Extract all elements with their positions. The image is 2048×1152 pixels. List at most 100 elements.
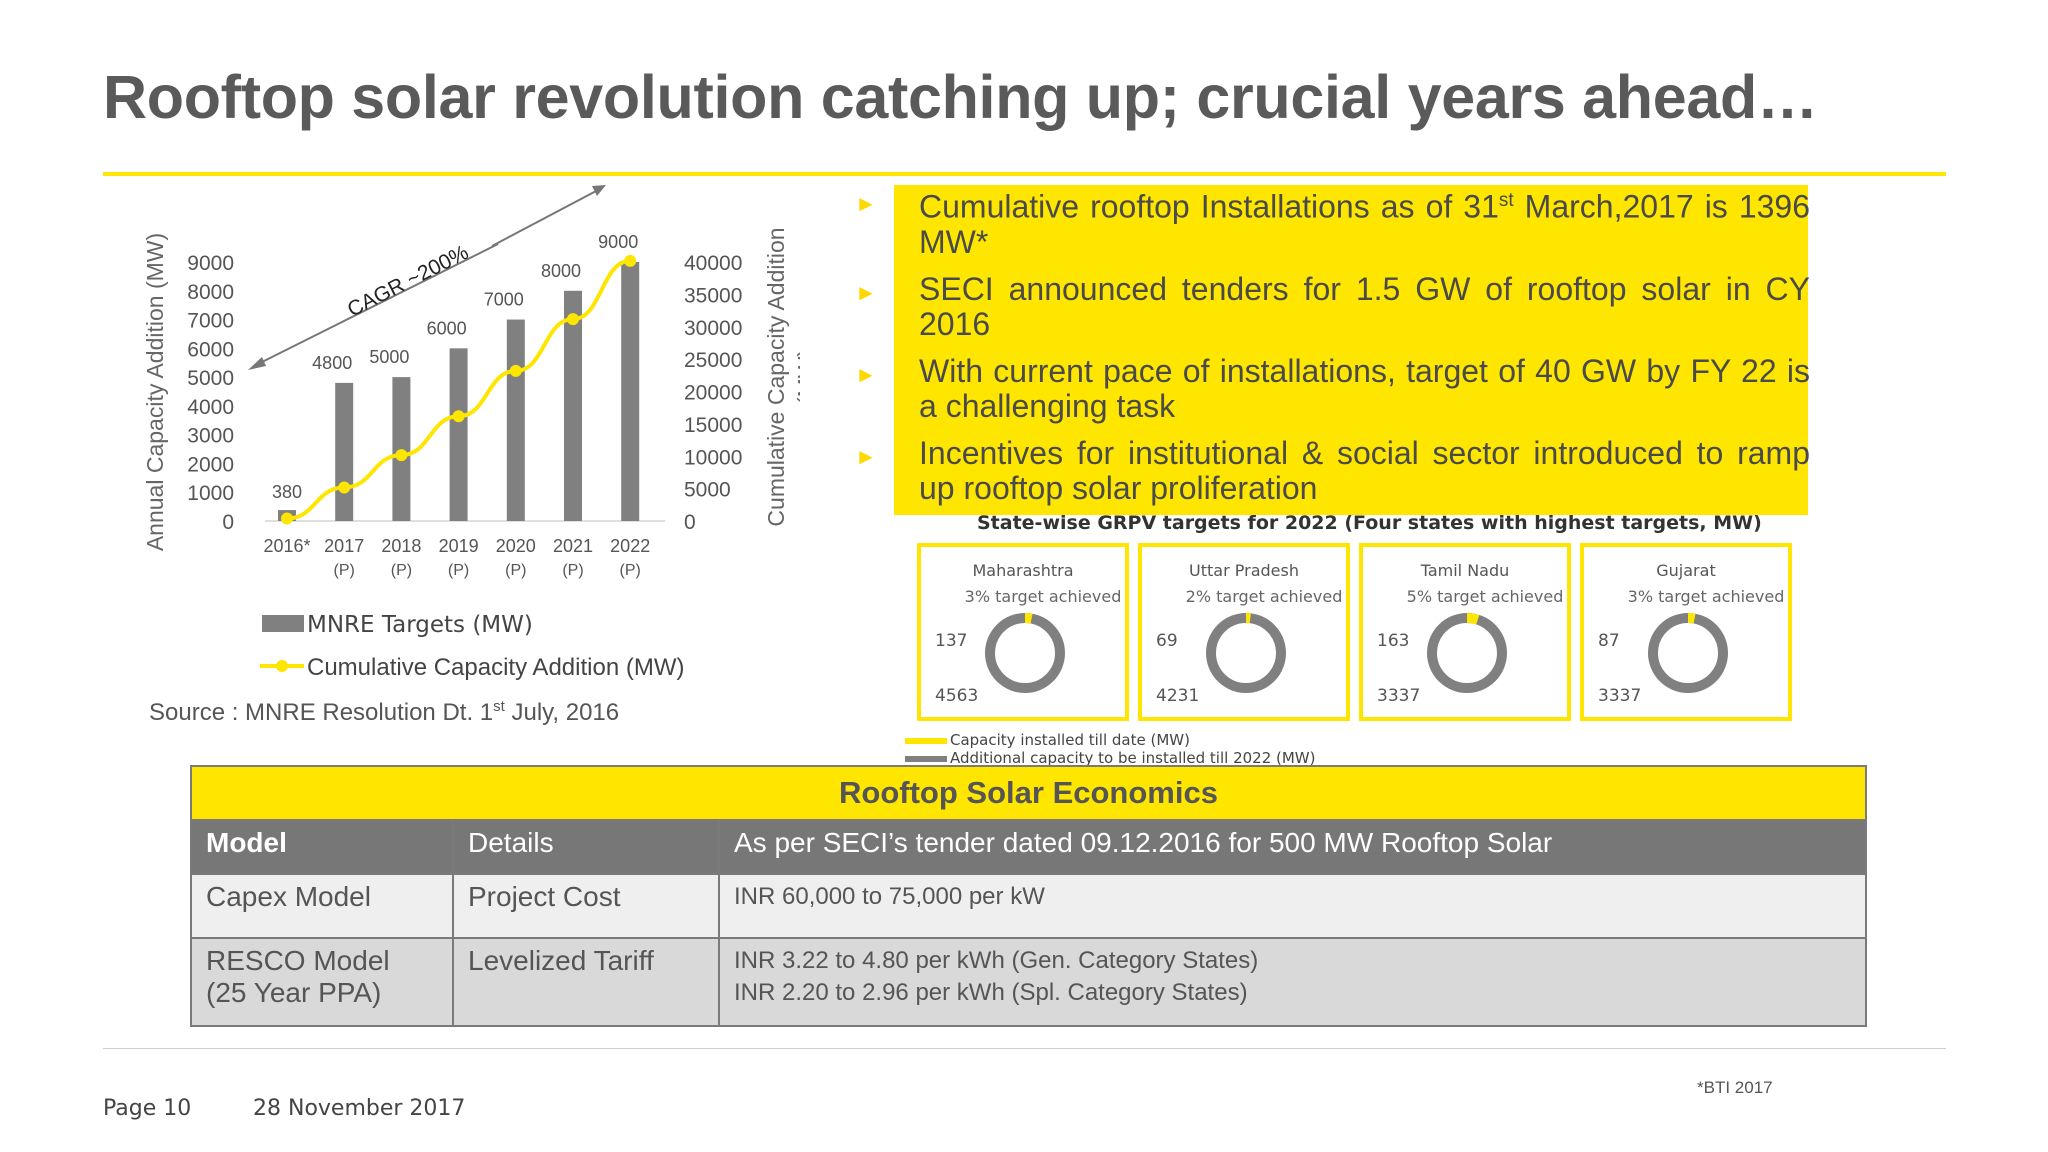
donut-remaining — [1648, 613, 1728, 693]
cagr-annotation: CAGR ~200% — [344, 241, 472, 322]
state-name: Uttar Pradesh — [1189, 561, 1299, 580]
bullet-item: ► With current pace of installations, tar… — [855, 352, 1810, 424]
capacity-chart: 0 1000 2000 3000 4000 5000 6000 7000 8000 9000 0 50… — [142, 185, 800, 681]
x-tick-label: 2019 — [439, 536, 479, 556]
state-legend: Capacity installed till date (MW) Additi… — [905, 731, 1316, 767]
line-point — [338, 481, 351, 494]
y-tick-label: 8000 — [187, 281, 234, 304]
arrow-icon: ► — [855, 279, 877, 305]
state-donut — [985, 613, 1065, 693]
y2-tick-label: 5000 — [684, 479, 731, 502]
line-point — [509, 364, 522, 377]
slide-title: Rooftop solar revolution catching up; cr… — [103, 63, 1818, 131]
bullet-item: ► Incentives for institutional & social s… — [855, 434, 1810, 506]
arrow-head-icon — [592, 185, 606, 196]
bar — [449, 348, 468, 521]
state-installed: 137 — [935, 631, 968, 651]
title-underline — [103, 172, 1946, 176]
bullets-highlight — [894, 185, 1808, 515]
state-achieved: 5% target achieved — [1406, 587, 1564, 606]
bullet-list: ► Cumulative rooftop Installations as of … — [855, 183, 1810, 518]
y-tick-label: 2000 — [187, 453, 234, 476]
x-tick-label: 2018 — [381, 536, 421, 556]
footer-rule — [103, 1048, 1946, 1049]
cell-value: INR 3.22 to 4.80 per kWh (Gen. Category … — [718, 937, 1867, 1027]
footnote: *BTI 2017 — [1697, 1078, 1773, 1097]
legend-label: Cumulative Capacity Addition (MW) — [307, 654, 684, 681]
bar-data-label: 6000 — [427, 318, 467, 338]
state-card-tamil-nadu: Tamil Nadu 5% target achieved 163 3337 — [1359, 543, 1571, 721]
table-row: RESCO Model (25 Year PPA) Levelized Tarif… — [190, 937, 1867, 1027]
y2-tick-label: 35000 — [684, 284, 742, 307]
y2-tick-label: 30000 — [684, 317, 742, 340]
header-model: Model — [190, 819, 454, 875]
bar — [506, 319, 525, 521]
state-card-uttar-pradesh: Uttar Pradesh 2% target achieved 69 4231 — [1138, 543, 1350, 721]
bar-data-label: 9000 — [598, 232, 638, 252]
y2-axis-label: (MW) — [793, 349, 800, 405]
y-tick-label: 7000 — [187, 310, 234, 333]
x-tick-label: 2017 — [324, 536, 364, 556]
header-tender: As per SECI’s tender dated 09.12.2016 fo… — [718, 819, 1867, 875]
state-targets-title: State-wise GRPV targets for 2022 (Four s… — [977, 512, 1762, 534]
cagr-arrow-upper — [491, 189, 599, 247]
bar-data-label: 8000 — [541, 261, 581, 281]
state-additional: 4231 — [1156, 686, 1200, 706]
y-tick-label: 1000 — [187, 482, 234, 505]
state-achieved: 2% target achieved — [1185, 587, 1343, 606]
line-point — [567, 313, 579, 326]
bar-data-label: 7000 — [484, 290, 524, 310]
x-tick-label: (P) — [334, 562, 355, 579]
cell-detail: Levelized Tariff — [452, 937, 720, 1027]
table-row: Capex Model Project Cost INR 60,000 to 7… — [190, 873, 1867, 939]
y2-tick-label: 0 — [684, 511, 696, 534]
y-tick-label: 6000 — [187, 338, 234, 361]
state-installed: 69 — [1156, 631, 1178, 651]
legend-swatch-bar — [262, 615, 304, 632]
x-tick-label: (P) — [448, 562, 469, 579]
economics-table: Rooftop Solar Economics Model Details As… — [190, 765, 1867, 1027]
line-point — [452, 410, 465, 423]
y-tick-label: 3000 — [187, 425, 234, 448]
y2-tick-label: 10000 — [684, 446, 742, 469]
state-donut — [1648, 613, 1728, 693]
cell-detail: Project Cost — [452, 873, 720, 939]
page-number: Page 10 — [103, 1096, 192, 1121]
state-donut — [1427, 613, 1507, 693]
line-point — [395, 449, 408, 462]
legend-additional: Additional capacity to be installed till… — [905, 749, 1316, 767]
x-tick-label: 2020 — [496, 536, 536, 556]
state-name: Gujarat — [1656, 561, 1716, 580]
bar-data-label: 5000 — [369, 347, 409, 367]
donut-installed — [1427, 613, 1507, 693]
cagr-arrow-lower — [255, 243, 499, 366]
bar — [335, 382, 354, 521]
bar — [392, 377, 411, 521]
cell-model: RESCO Model (25 Year PPA) — [190, 937, 454, 1027]
state-additional: 3337 — [1598, 686, 1642, 706]
bar — [621, 262, 640, 521]
y2-axis-label: Cumulative Capacity Addition — [763, 227, 789, 526]
legend-label: MNRE Targets (MW) — [307, 612, 533, 638]
cell-model: Capex Model — [190, 873, 454, 939]
state-card-maharashtra: Maharashtra 3% target achieved 137 4563 — [917, 543, 1129, 721]
x-tick-label: 2021 — [553, 536, 593, 556]
arrow-icon: ► — [855, 361, 877, 387]
legend-swatch — [905, 738, 947, 744]
y2-tick-label: 40000 — [684, 252, 742, 275]
state-name: Tamil Nadu — [1420, 561, 1510, 580]
y2-tick-label: 20000 — [684, 382, 742, 405]
state-additional: 3337 — [1377, 686, 1421, 706]
y2-tick-label: 15000 — [684, 414, 742, 437]
state-installed: 163 — [1377, 631, 1410, 651]
donut-installed — [985, 613, 1065, 693]
y-tick-label: 5000 — [187, 367, 234, 390]
bar-data-label: 380 — [272, 482, 302, 502]
cell-value: INR 60,000 to 75,000 per kW — [718, 873, 1867, 939]
y-axis-label: Annual Capacity Addition (MW) — [142, 233, 168, 551]
y2-tick-label: 25000 — [684, 349, 742, 372]
slide-date: 28 November 2017 — [253, 1096, 466, 1121]
state-achieved: 3% target achieved — [1627, 587, 1785, 606]
bar-data-label: 4800 — [312, 353, 352, 373]
state-card-gujarat: Gujarat 3% target achieved 87 3337 — [1580, 543, 1792, 721]
